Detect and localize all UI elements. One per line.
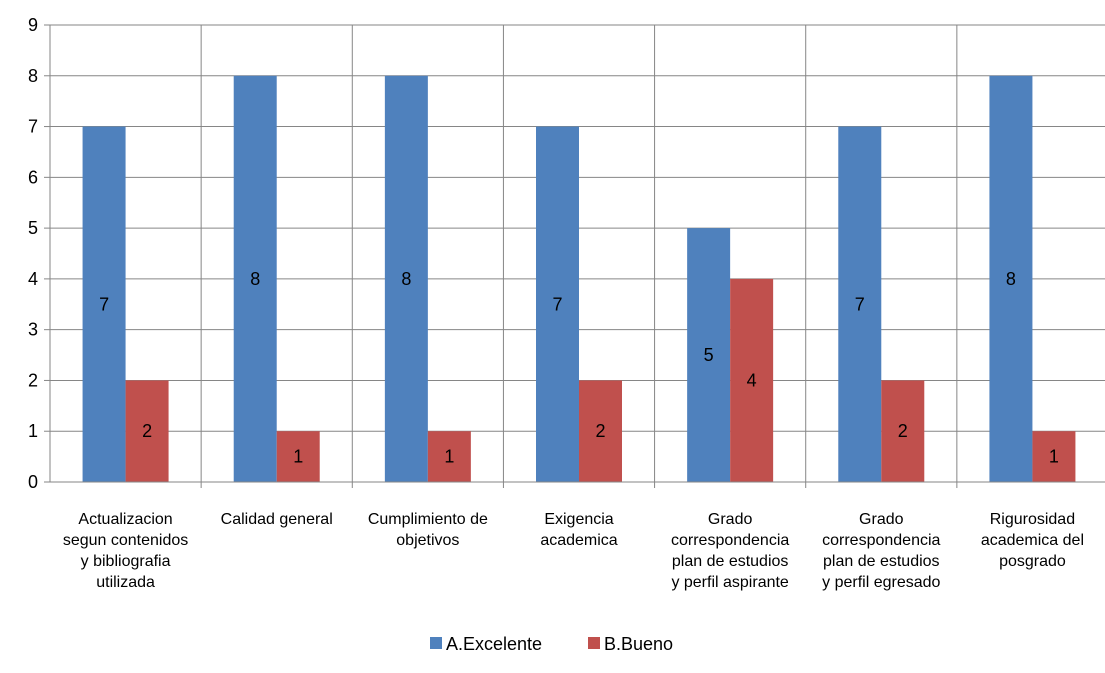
x-category-label-line: academica xyxy=(540,532,617,549)
legend-label: A.Excelente xyxy=(446,634,542,654)
bar xyxy=(536,126,579,483)
data-label: 7 xyxy=(855,294,865,314)
x-category-label: Grado correspondencia plan de estudios y pe… xyxy=(671,511,789,591)
x-category-label: Calidad general xyxy=(221,511,333,528)
data-label: 2 xyxy=(595,421,605,441)
x-category-label-line: posgrado xyxy=(999,553,1066,570)
data-label: 5 xyxy=(704,345,714,365)
x-category-label: Grado correspondencia plan de estudios y pe… xyxy=(822,511,940,591)
y-tick-label: 1 xyxy=(28,421,38,441)
bar xyxy=(82,126,126,483)
bar xyxy=(989,75,1033,483)
data-label: 8 xyxy=(250,269,260,289)
data-label: 8 xyxy=(401,269,411,289)
x-category-labels: Actualizacion segun contenidos y bibliogra… xyxy=(63,511,1084,591)
x-category-label-line: academica del xyxy=(981,532,1084,549)
x-category-label-line: Calidad general xyxy=(221,511,333,528)
x-category-label-line: Actualizacion xyxy=(78,511,172,528)
x-category-label-line: y perfil egresado xyxy=(822,574,940,591)
data-label: 4 xyxy=(747,370,757,390)
axes xyxy=(44,24,1105,488)
legend: A.Excelente B.Bueno xyxy=(430,634,673,654)
data-label: 1 xyxy=(1049,447,1059,467)
data-label: 8 xyxy=(1006,269,1016,289)
x-category-label-line: Rigurosidad xyxy=(990,511,1075,528)
y-tick-label: 6 xyxy=(28,167,38,187)
bar xyxy=(687,228,731,482)
y-tick-label: 0 xyxy=(28,472,38,492)
bar xyxy=(579,380,622,482)
y-tick-label: 2 xyxy=(28,370,38,390)
y-tick-label: 4 xyxy=(28,269,38,289)
x-category-label-line: utilizada xyxy=(96,574,155,591)
bar xyxy=(276,431,320,482)
x-category-label: Cumplimiento de objetivos xyxy=(368,511,488,549)
legend-swatch xyxy=(588,637,600,649)
data-label: 2 xyxy=(898,421,908,441)
y-tick-label: 5 xyxy=(28,218,38,238)
bar xyxy=(1032,431,1076,482)
x-category-label-line: segun contenidos xyxy=(63,532,188,549)
legend-swatch xyxy=(430,637,442,649)
y-tick-label: 8 xyxy=(28,66,38,86)
x-category-label: Actualizacion segun contenidos y bibliogra… xyxy=(63,511,188,591)
x-category-label-line: plan de estudios xyxy=(672,553,789,570)
x-category-label-line: Grado xyxy=(859,511,904,528)
data-labels: 7 8 8 7 5 7 8 2 1 1 2 4 2 1 xyxy=(99,269,1059,467)
data-label: 7 xyxy=(552,294,562,314)
x-category-label-line: Grado xyxy=(708,511,753,528)
bar xyxy=(881,380,925,482)
bar xyxy=(233,75,277,483)
bar xyxy=(838,126,882,483)
bars xyxy=(82,75,1076,483)
x-category-label-line: Cumplimiento de xyxy=(368,511,488,528)
y-tick-label: 7 xyxy=(28,117,38,137)
x-category-label: Exigencia academica xyxy=(540,511,617,549)
data-label: 1 xyxy=(293,447,303,467)
x-category-label-line: objetivos xyxy=(396,532,459,549)
x-category-label-line: Exigencia xyxy=(544,511,613,528)
y-tick-label: 3 xyxy=(28,320,38,340)
data-label: 7 xyxy=(99,294,109,314)
bar xyxy=(730,278,774,482)
data-label: 1 xyxy=(444,447,454,467)
y-tick-labels: 0 1 2 3 4 5 6 7 8 9 xyxy=(28,15,38,492)
x-category-label-line: correspondencia xyxy=(822,532,940,549)
y-tick-label: 9 xyxy=(28,15,38,35)
x-category-label-line: plan de estudios xyxy=(823,553,940,570)
x-category-label: Rigurosidad academica del posgrado xyxy=(981,511,1084,570)
bar xyxy=(125,380,169,482)
x-category-label-line: correspondencia xyxy=(671,532,789,549)
x-category-label-line: y perfil aspirante xyxy=(671,574,788,591)
bar xyxy=(384,75,428,483)
x-category-label-line: y bibliografia xyxy=(81,553,171,570)
bar xyxy=(427,431,471,482)
legend-label: B.Bueno xyxy=(604,634,673,654)
data-label: 2 xyxy=(142,421,152,441)
